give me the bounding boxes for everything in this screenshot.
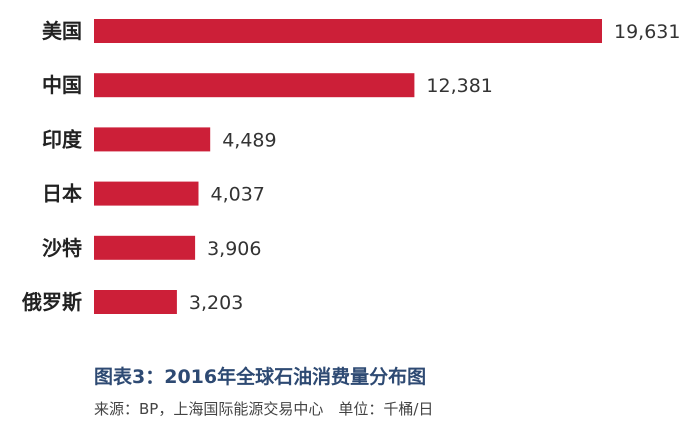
bar-chart: 美国 19,631 中国 12,381 印度 4,489 日本 4,037 沙特 3,906 俄罗斯… bbox=[21, 19, 680, 314]
bar bbox=[94, 181, 199, 206]
bar-value-label: 12,381 bbox=[426, 75, 492, 97]
category-label: 中国 bbox=[42, 73, 82, 97]
bar bbox=[94, 73, 415, 98]
bar-value-label: 4,489 bbox=[222, 129, 276, 151]
category-label: 印度 bbox=[42, 127, 83, 151]
bar-value-label: 3,203 bbox=[189, 292, 243, 314]
bar-value-label: 3,906 bbox=[207, 238, 261, 260]
bar bbox=[94, 19, 602, 43]
category-label: 日本 bbox=[42, 182, 82, 206]
category-label: 美国 bbox=[42, 19, 82, 43]
bar bbox=[94, 235, 196, 260]
bar-value-label: 4,037 bbox=[211, 184, 265, 206]
category-label: 俄罗斯 bbox=[21, 290, 82, 314]
figure-caption-title: 图表3：2016年全球石油消费量分布图 bbox=[94, 366, 427, 388]
bar-value-label: 19,631 bbox=[614, 21, 680, 43]
category-label: 沙特 bbox=[42, 236, 82, 260]
bar bbox=[94, 290, 177, 314]
bar bbox=[94, 127, 211, 152]
figure-caption-source: 来源：BP，上海国际能源交易中心 单位：千桶/日 bbox=[94, 400, 434, 418]
